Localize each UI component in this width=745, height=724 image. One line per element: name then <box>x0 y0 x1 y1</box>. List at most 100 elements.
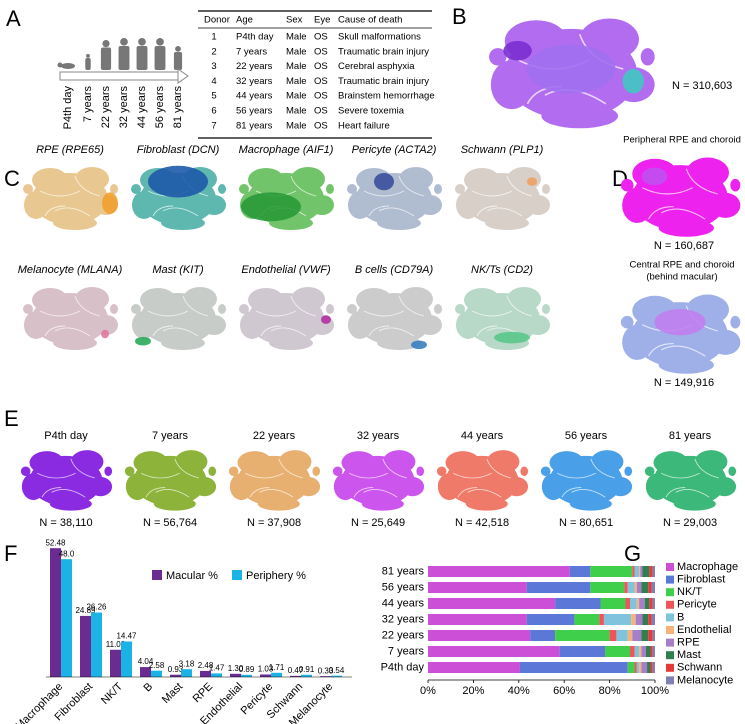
bar-segment <box>574 614 600 625</box>
value-label: 48.0 <box>59 549 75 558</box>
timeline-label: 44 years <box>136 86 148 129</box>
figure-head <box>102 40 110 48</box>
table-cell: Male <box>286 106 307 117</box>
bar <box>230 673 241 677</box>
table-cell: 32 years <box>236 76 273 87</box>
value-label: 14.47 <box>116 632 137 641</box>
age-label: 44 years <box>461 430 504 442</box>
table-cell: Severe toxemia <box>338 106 405 117</box>
bar-segment <box>652 566 655 577</box>
value-label: 1.71 <box>269 663 285 672</box>
bar-segment <box>559 646 606 657</box>
age-label: 22 years <box>253 430 296 442</box>
table-cell: Cerebral asphyxia <box>338 61 415 72</box>
legend-label: Periphery % <box>246 570 306 582</box>
table-cell: 5 <box>211 91 216 102</box>
bar-segment <box>632 566 635 577</box>
marker-title: Mast (KIT) <box>152 264 204 276</box>
timeline-label: 81 years <box>172 86 184 129</box>
age-label: 56 years <box>565 430 608 442</box>
bar-segment <box>647 662 651 673</box>
timeline-label: P4th day <box>62 86 74 130</box>
cluster-highlight <box>654 309 706 336</box>
bar-segment <box>648 582 652 593</box>
value-label: 2.48 <box>198 661 214 670</box>
bar <box>211 673 222 677</box>
bar-segment <box>652 630 655 641</box>
tsne-marker <box>130 165 227 231</box>
bar <box>121 641 132 677</box>
table-header: Donor <box>204 15 230 26</box>
tsne-cells <box>346 166 443 231</box>
x-tick-label: 60% <box>553 685 575 697</box>
cluster-highlight <box>503 40 532 61</box>
n-label: N = 42,518 <box>455 517 509 529</box>
panel-label: A <box>6 6 21 31</box>
table-cell: Male <box>286 32 307 43</box>
timeline-label: 7 years <box>82 86 94 123</box>
cluster-highlight <box>102 192 118 214</box>
x-tick-label: 0% <box>420 685 436 697</box>
value-label: 52.48 <box>45 538 66 547</box>
table-cell: 81 years <box>236 120 273 131</box>
x-tick-label: 20% <box>462 685 484 697</box>
table-cell: OS <box>314 76 328 87</box>
tsne-marker <box>238 286 335 351</box>
value-label: 26.26 <box>86 603 107 612</box>
bar <box>151 670 162 677</box>
bar <box>80 615 91 677</box>
legend-swatch <box>666 563 674 571</box>
bar-segment <box>526 582 591 593</box>
bar <box>170 674 181 677</box>
cluster-highlight <box>641 167 668 186</box>
bar-segment <box>648 614 652 625</box>
figure-body <box>173 52 183 70</box>
legend-label: Mast <box>677 649 701 661</box>
n-label: N = 37,908 <box>247 517 301 529</box>
category-label: P4th day <box>381 661 425 673</box>
category-label: 56 years <box>382 581 425 593</box>
figure-head <box>86 54 90 58</box>
n-label: N = 25,649 <box>351 517 405 529</box>
bar-segment <box>428 646 560 657</box>
bar-segment <box>634 646 640 657</box>
timeline-arrow <box>177 68 189 84</box>
bar-segment <box>627 662 635 673</box>
legend-swatch <box>232 570 242 580</box>
bar <box>241 674 252 677</box>
bar-segment <box>636 582 642 593</box>
bar-segment <box>632 630 642 641</box>
bar-segment <box>609 630 617 641</box>
x-tick-label: 40% <box>508 685 530 697</box>
age-label: 7 years <box>152 430 189 442</box>
bar-segment <box>616 630 628 641</box>
bar-segment <box>641 630 649 641</box>
legend-label: Melanocyte <box>677 674 733 686</box>
cluster-highlight <box>101 329 109 339</box>
category-label: 81 years <box>382 565 425 577</box>
category-label: 32 years <box>382 613 425 625</box>
n-label: N = 310,603 <box>672 80 732 92</box>
tsne-marker <box>130 286 227 351</box>
tsne-cells <box>346 286 443 351</box>
legend-swatch <box>666 613 674 622</box>
category-label: NK/T <box>99 680 125 706</box>
bar <box>50 548 61 677</box>
value-label: 24.89 <box>75 606 96 615</box>
figure-head <box>175 46 181 52</box>
n-label: N = 160,687 <box>654 240 714 252</box>
table-cell: Skull malformations <box>338 32 421 43</box>
tsne-age <box>540 449 633 512</box>
category-label: Mast <box>160 681 185 706</box>
tsne-age <box>124 449 217 512</box>
marker-title: Schwann (PLP1) <box>461 144 544 156</box>
bar-segment <box>519 662 628 673</box>
n-label: N = 149,916 <box>654 377 714 389</box>
bar-segment <box>652 662 655 673</box>
tsne-marker <box>454 286 551 351</box>
legend-swatch <box>666 676 674 685</box>
age-label: P4th day <box>44 430 88 442</box>
value-label: 0.91 <box>299 665 315 674</box>
cluster-highlight <box>321 315 331 324</box>
